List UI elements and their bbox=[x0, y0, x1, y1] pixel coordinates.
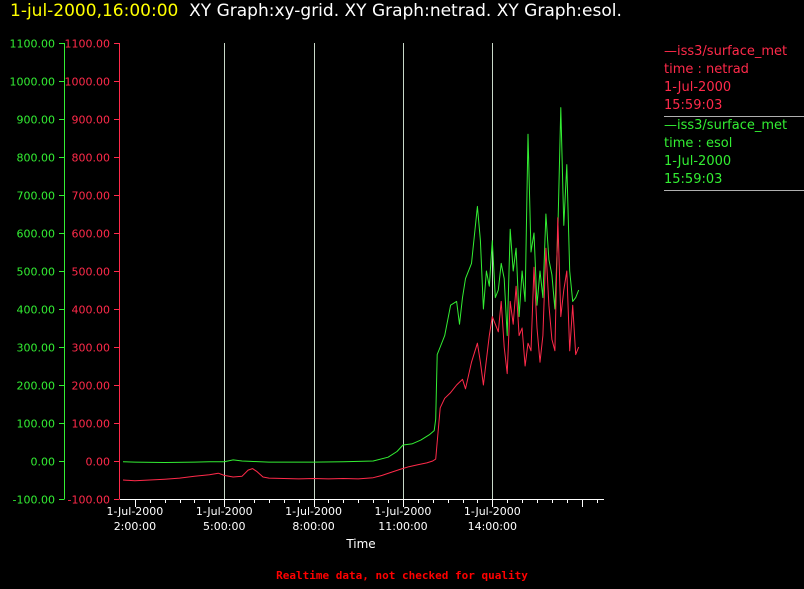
series-line-netrad bbox=[122, 217, 580, 482]
title-timestamp: 1-jul-2000,16:00:00 bbox=[10, 1, 179, 21]
y-tick-label-netrad: 1000.00 bbox=[65, 76, 111, 89]
y-tick-label-esol: 400.00 bbox=[17, 304, 56, 317]
legend-time: 15:59:03 bbox=[664, 98, 723, 113]
y-tick-label-esol: 600.00 bbox=[17, 228, 56, 241]
y-tick-label-netrad: 0.00 bbox=[86, 456, 111, 469]
y-tick-label-esol: 500.00 bbox=[17, 266, 56, 279]
legend-date: 1-Jul-2000 bbox=[664, 80, 732, 95]
y-tick-label-netrad: 100.00 bbox=[72, 418, 111, 431]
y-tick-label-netrad: 900.00 bbox=[72, 114, 111, 127]
axes bbox=[59, 43, 604, 507]
data-series bbox=[122, 107, 580, 482]
x-tick-label-date: 1-Jul-2000 bbox=[196, 505, 253, 518]
legend-source: —iss3/surface_met bbox=[664, 44, 788, 59]
y-tick-label-esol: -100.00 bbox=[13, 494, 55, 507]
x-tick-label-time: 11:00:00 bbox=[378, 520, 427, 533]
y-tick-label-netrad: 200.00 bbox=[72, 380, 111, 393]
x-tick-label-time: 2:00:00 bbox=[114, 520, 156, 533]
legend-variable: time : netrad bbox=[664, 62, 749, 77]
grid-lines bbox=[224, 43, 493, 499]
y-tick-label-esol: 700.00 bbox=[17, 190, 56, 203]
title-graph-list: XY Graph:xy-grid. XY Graph:netrad. XY Gr… bbox=[189, 1, 622, 21]
y-tick-label-esol: 300.00 bbox=[17, 342, 56, 355]
y-tick-label-netrad: -100.00 bbox=[68, 494, 110, 507]
y-tick-label-esol: 0.00 bbox=[31, 456, 56, 469]
x-tick-label-date: 1-Jul-2000 bbox=[464, 505, 521, 518]
y-tick-label-esol: 1000.00 bbox=[10, 76, 56, 89]
y-tick-label-esol: 200.00 bbox=[17, 380, 56, 393]
legend-entry-esol[interactable]: —iss3/surface_met time : esol 1-Jul-2000… bbox=[664, 117, 804, 191]
y-tick-label-netrad: 600.00 bbox=[72, 228, 111, 241]
y-tick-label-netrad: 300.00 bbox=[72, 342, 111, 355]
y-tick-label-esol: 900.00 bbox=[17, 114, 56, 127]
y-tick-label-esol: 1100.00 bbox=[10, 38, 56, 51]
legend-entry-netrad[interactable]: —iss3/surface_met time : netrad 1-Jul-20… bbox=[664, 43, 804, 117]
y-tick-label-netrad: 800.00 bbox=[72, 152, 111, 165]
y-tick-label-esol: 800.00 bbox=[17, 152, 56, 165]
y-tick-label-netrad: 500.00 bbox=[72, 266, 111, 279]
chart-title-bar: 1-jul-2000,16:00:00 XY Graph:xy-grid. XY… bbox=[10, 1, 622, 23]
y-tick-label-esol: 100.00 bbox=[17, 418, 56, 431]
quality-disclaimer: Realtime data, not checked for quality bbox=[276, 569, 528, 582]
legend: —iss3/surface_met time : netrad 1-Jul-20… bbox=[664, 43, 804, 191]
y-tick-label-netrad: 400.00 bbox=[72, 304, 111, 317]
x-tick-label-time: 5:00:00 bbox=[203, 520, 245, 533]
legend-variable: time : esol bbox=[664, 136, 733, 151]
x-tick-label-date: 1-Jul-2000 bbox=[106, 505, 163, 518]
x-tick-label-time: 8:00:00 bbox=[292, 520, 334, 533]
y-tick-label-netrad: 1100.00 bbox=[65, 38, 111, 51]
tick-labels: -100.00 -100.00 0.00 0.00 100.00 100.00 200.00… bbox=[10, 38, 521, 534]
x-tick-label-time: 14:00:00 bbox=[468, 520, 517, 533]
legend-source: —iss3/surface_met bbox=[664, 118, 788, 133]
x-tick-label-date: 1-Jul-2000 bbox=[375, 505, 432, 518]
x-tick-label-date: 1-Jul-2000 bbox=[285, 505, 342, 518]
y-tick-label-netrad: 700.00 bbox=[72, 190, 111, 203]
series-line-esol bbox=[122, 107, 580, 463]
legend-date: 1-Jul-2000 bbox=[664, 154, 732, 169]
x-axis-label: Time bbox=[345, 537, 375, 551]
legend-time: 15:59:03 bbox=[664, 172, 723, 187]
